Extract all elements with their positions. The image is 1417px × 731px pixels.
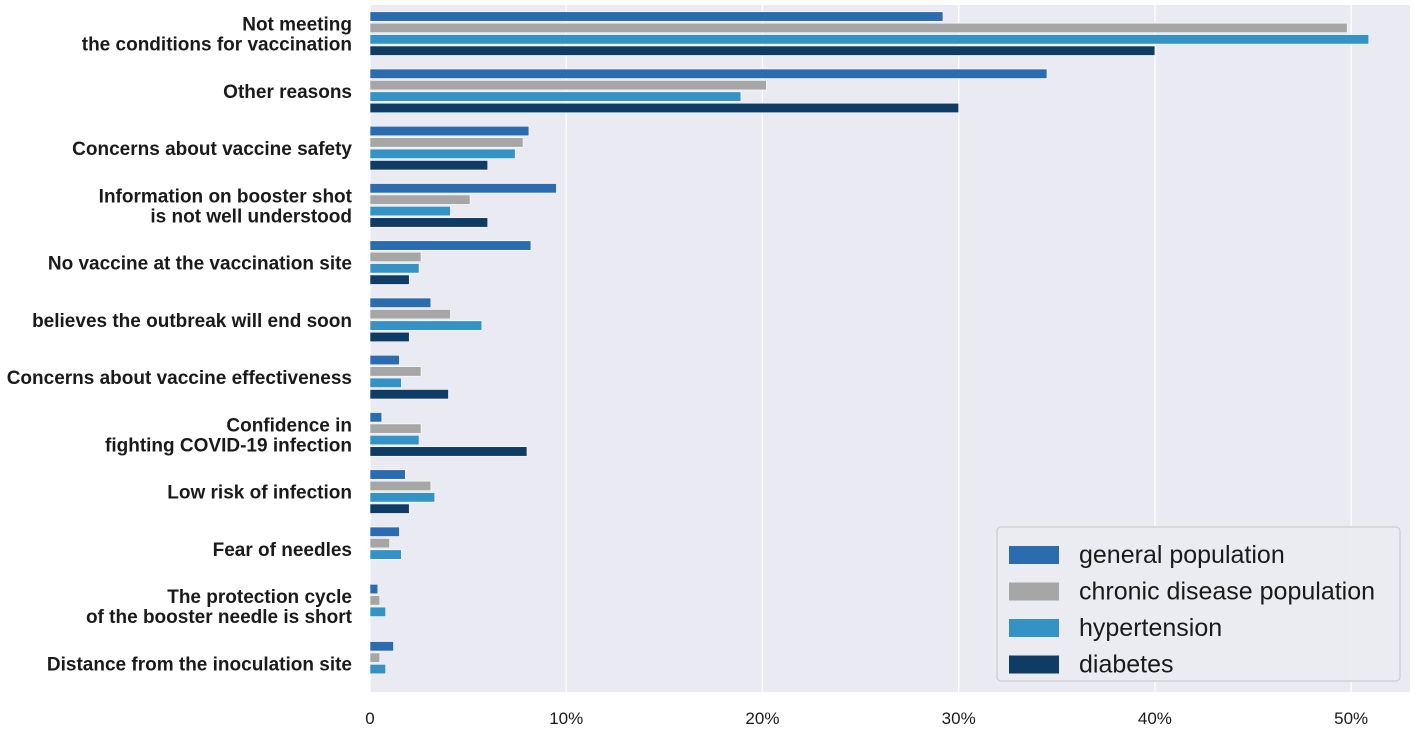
legend-swatch [1009, 619, 1059, 637]
x-tick-label: 10% [549, 709, 583, 728]
bar-general-population [369, 11, 944, 22]
bar-chronic-disease-population [369, 80, 767, 91]
bar-chronic-disease-population [369, 194, 471, 205]
bar-general-population [369, 297, 432, 308]
bar-general-population [369, 412, 383, 423]
legend-label: general population [1079, 541, 1285, 569]
bar-general-population [369, 469, 406, 480]
bar-hypertension [369, 263, 420, 274]
category-label: believes the outbreak will end soon [32, 311, 352, 332]
legend-swatch [1009, 655, 1059, 674]
bar-hypertension [369, 664, 386, 675]
legend-swatch [1009, 582, 1059, 601]
bar-diabetes [369, 102, 959, 114]
x-tick-label: 40% [1138, 709, 1172, 728]
legend-swatch [1009, 546, 1059, 564]
legend-label: diabetes [1079, 651, 1174, 679]
bar-diabetes [369, 503, 410, 514]
bar-chronic-disease-population [369, 251, 422, 262]
bar-chronic-disease-population [369, 652, 381, 663]
category-label: Distance from the inoculation site [47, 654, 352, 675]
bar-general-population [369, 240, 532, 251]
bar-diabetes [369, 217, 489, 228]
category-label: fighting COVID-19 infection [105, 435, 352, 456]
bar-diabetes [369, 446, 528, 457]
bar-diabetes [369, 45, 1156, 56]
bars [369, 11, 1370, 675]
bar-diabetes [369, 274, 410, 285]
bar-chronic-disease-population [369, 595, 381, 606]
bar-general-population [369, 583, 379, 595]
bar-general-population [369, 125, 530, 137]
bar-diabetes [369, 160, 489, 171]
category-label: No vaccine at the vaccination site [48, 254, 352, 275]
category-label: Information on booster shot [99, 186, 353, 207]
legend-box [996, 526, 1401, 682]
bar-hypertension [369, 377, 402, 388]
legend-label: hypertension [1079, 614, 1222, 642]
bar-general-population [369, 183, 557, 194]
category-label: Fear of needles [213, 540, 352, 561]
bar-general-population [369, 68, 1048, 79]
bar-chronic-disease-population [369, 538, 390, 549]
legend-label: chronic disease population [1079, 578, 1375, 606]
x-tick-label: 20% [745, 709, 779, 728]
bar-hypertension [369, 148, 516, 159]
bar-chronic-disease-population [369, 137, 524, 148]
category-label: Low risk of infection [167, 483, 352, 504]
bar-general-population [369, 354, 400, 366]
bar-hypertension [369, 320, 483, 331]
x-tick-labels: 0 10% 20% 30% 40% 50% [365, 709, 1368, 728]
category-label: Other reasons [223, 82, 352, 103]
bar-general-population [369, 641, 394, 652]
x-tick-label: 30% [942, 709, 976, 728]
category-label: of the booster needle is short [86, 607, 353, 628]
category-label: Concerns about vaccine effectiveness [7, 368, 352, 389]
bar-chronic-disease-population [369, 22, 1348, 33]
bar-diabetes [369, 389, 449, 400]
category-label: The protection cycle [167, 587, 352, 608]
bar-chronic-disease-population [369, 480, 432, 491]
bar-hypertension [369, 549, 402, 560]
bar-chronic-disease-population [369, 366, 422, 377]
bar-chronic-disease-population [369, 423, 422, 434]
bar-hypertension [369, 206, 451, 217]
bar-hypertension [369, 435, 420, 446]
bar-chronic-disease-population [369, 309, 451, 320]
category-label: is not well understood [150, 206, 352, 227]
bar-hypertension [369, 606, 386, 617]
bar-hypertension [369, 492, 436, 503]
bar-diabetes [369, 331, 410, 343]
category-label: the conditions for vaccination [82, 35, 352, 56]
category-label: Confidence in [226, 415, 352, 436]
category-label: Concerns about vaccine safety [72, 139, 352, 160]
x-tick-label: 50% [1334, 709, 1368, 728]
bar-hypertension [369, 34, 1370, 45]
category-label: Not meeting [242, 15, 352, 36]
legend: general population chronic disease popula… [996, 526, 1401, 682]
x-tick-label: 0 [365, 709, 374, 728]
bar-hypertension [369, 91, 742, 102]
bar-general-population [369, 526, 400, 537]
